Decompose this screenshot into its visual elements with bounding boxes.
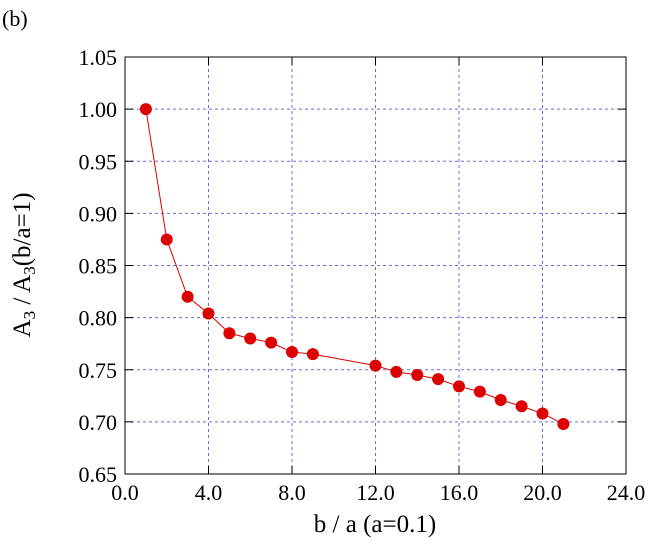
marker — [181, 290, 194, 303]
y-tick-label: 0.70 — [79, 410, 118, 435]
y-tick-label: 0.80 — [79, 306, 118, 331]
marker — [223, 327, 236, 340]
marker — [286, 346, 298, 359]
x-tick-label: 8.0 — [278, 480, 306, 505]
marker — [473, 385, 486, 398]
y-axis-label: A3 / A3(b/a=1) — [9, 193, 39, 338]
panel-label: (b) — [2, 6, 28, 31]
y-tick-label: 0.85 — [79, 254, 118, 279]
y-tick-label: 0.65 — [79, 462, 118, 487]
marker — [244, 332, 257, 345]
y-label-sub: 3 — [20, 311, 39, 320]
x-tick-label: 20.0 — [523, 480, 562, 505]
y-label-sub: 3 — [20, 266, 39, 275]
marker — [306, 348, 319, 361]
plot-frame — [124, 56, 627, 475]
y-label-part: / A — [9, 275, 36, 311]
x-tick-label: 0.0 — [111, 480, 139, 505]
y-tick-label: 1.05 — [79, 45, 118, 70]
x-tick-label: 24.0 — [607, 480, 646, 505]
marker — [453, 380, 465, 393]
x-axis-label: b / a (a=0.1) — [314, 511, 436, 538]
y-tick-label: 0.95 — [79, 149, 118, 174]
marker — [557, 417, 570, 430]
marker — [160, 233, 173, 246]
x-tick-label: 16.0 — [440, 480, 479, 505]
marker — [515, 400, 528, 413]
y-tick-label: 1.00 — [79, 97, 118, 122]
y-label-part: A — [9, 319, 36, 337]
marker — [411, 368, 424, 381]
marker — [202, 307, 215, 320]
marker — [494, 393, 507, 406]
y-label-part: (b/a=1) — [9, 193, 36, 267]
marker — [139, 103, 152, 116]
marker — [265, 336, 278, 349]
marker — [369, 359, 382, 372]
x-tick-label: 12.0 — [356, 480, 395, 505]
x-tick-label: 4.0 — [195, 480, 223, 505]
marker — [390, 365, 403, 378]
marker — [536, 407, 549, 420]
y-tick-label: 0.75 — [79, 358, 118, 383]
y-tick-label: 0.90 — [79, 201, 118, 226]
marker — [432, 373, 445, 386]
